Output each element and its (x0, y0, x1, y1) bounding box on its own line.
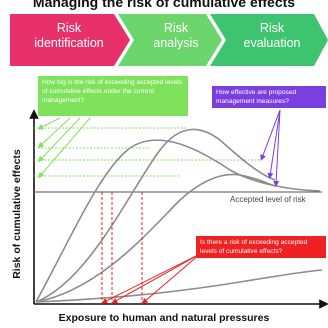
green-arrow (38, 117, 91, 179)
step-line2: analysis (153, 36, 199, 50)
diagram-title: Managing the risk of cumulative effects (32, 0, 296, 10)
step-risk-evaluation: Risk evaluation (222, 14, 322, 58)
step-risk-evaluation-chevron (210, 14, 328, 66)
red-arrow (111, 253, 201, 304)
red-arrow (141, 253, 201, 304)
cumulative-effect-curve-1 (35, 139, 321, 303)
purple-arrow (267, 109, 281, 179)
question-proposed-measures-text: How effective are proposed management me… (216, 89, 297, 105)
x-axis-label: Exposure to human and natural pressures (58, 312, 270, 324)
step-risk-identification: Risk identification (10, 14, 128, 58)
purple-arrow (260, 109, 281, 161)
step-line1: Risk (259, 21, 285, 35)
question-current-management-text: How big is the risk of exceeding accepte… (42, 79, 183, 104)
cumulative-effect-curve-3 (35, 173, 276, 303)
accepted-level-label: Accepted level of risk (230, 195, 306, 204)
step-line2: evaluation (243, 36, 301, 50)
question-proposed-measures: How effective are proposed management me… (212, 86, 326, 108)
question-exceed-risk-text: Is there a risk of exceeding accepted le… (200, 239, 308, 255)
red-arrow (101, 253, 201, 304)
step-risk-analysis: Risk analysis (128, 14, 224, 58)
question-current-management: How big is the risk of exceeding accepte… (38, 76, 188, 116)
step-line1: Risk (56, 21, 82, 35)
process-steps (10, 14, 328, 66)
purple-arrow (273, 109, 281, 187)
green-arrow (37, 117, 81, 163)
cumulative-effect-curve-2 (35, 128, 276, 303)
step-line1: Risk (163, 21, 189, 35)
question-exceed-risk: Is there a risk of exceeding accepted le… (196, 236, 326, 258)
green-arrow (37, 117, 61, 130)
step-risk-identification-chevron (10, 14, 130, 66)
green-arrow (37, 117, 71, 149)
y-axis-label: Risk of cumulative effects (11, 149, 23, 279)
step-risk-analysis-chevron (118, 14, 222, 66)
step-line2: identification (34, 36, 104, 50)
